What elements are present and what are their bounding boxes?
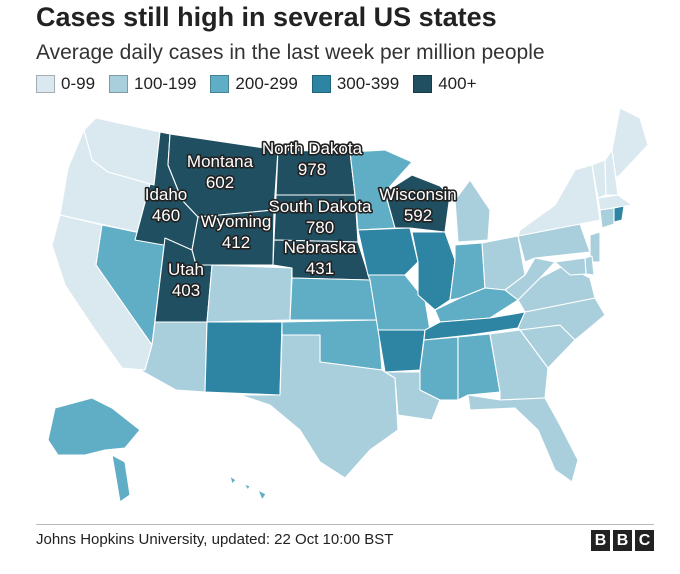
state-WY bbox=[191, 209, 275, 266]
legend-swatch-1 bbox=[109, 75, 129, 93]
footer-divider bbox=[36, 524, 654, 525]
chart-title: Cases still high in several US states bbox=[36, 2, 497, 32]
state-RI bbox=[613, 205, 625, 223]
state-TX bbox=[239, 334, 399, 479]
label-idaho-name: Idaho bbox=[145, 185, 188, 204]
legend-swatch-0 bbox=[36, 75, 55, 93]
label-north-dakota-name: North Dakota bbox=[262, 139, 363, 158]
state-AK bbox=[47, 397, 141, 503]
label-idaho-value: 460 bbox=[152, 206, 180, 225]
label-south-dakota-name: South Dakota bbox=[268, 197, 372, 216]
state-NC bbox=[517, 297, 606, 341]
bbc-logo: B B C bbox=[588, 530, 654, 551]
legend-label-2: 200-299 bbox=[235, 74, 298, 93]
legend-label-1: 100-199 bbox=[134, 74, 197, 93]
legend-item-1: 100-199 bbox=[109, 74, 196, 94]
state-MD bbox=[554, 257, 587, 276]
legend-item-0: 0-99 bbox=[36, 74, 95, 94]
bbc-logo-letter-c: C bbox=[635, 530, 654, 551]
state-NY bbox=[517, 164, 601, 237]
state-WI bbox=[384, 174, 451, 233]
chart-subtitle: Average daily cases in the last week per… bbox=[36, 41, 545, 64]
state-IA bbox=[357, 227, 419, 276]
state-NJ bbox=[589, 231, 601, 263]
bbc-logo-letter-b1: B bbox=[591, 530, 610, 551]
source-note: Johns Hopkins University, updated: 22 Oc… bbox=[36, 531, 394, 548]
label-utah-name: Utah bbox=[168, 260, 204, 279]
legend-label-0: 0-99 bbox=[61, 74, 96, 93]
label-montana-value: 602 bbox=[206, 173, 234, 192]
state-FL bbox=[467, 394, 579, 483]
label-wyoming-name: Wyoming bbox=[201, 212, 272, 231]
state-MS bbox=[419, 336, 459, 401]
state-ME bbox=[611, 107, 649, 179]
state-CO bbox=[206, 264, 293, 323]
bbc-logo-letter-b2: B bbox=[613, 530, 632, 551]
legend-swatch-2 bbox=[210, 75, 230, 93]
legend-label-3: 300-399 bbox=[336, 74, 400, 93]
label-montana-name: Montana bbox=[187, 152, 254, 171]
label-wisconsin-name: Wisconsin bbox=[379, 185, 456, 204]
state-HI bbox=[229, 475, 267, 501]
legend: 0-99 100-199 200-299 300-399 400+ bbox=[36, 74, 491, 94]
label-wyoming-value: 412 bbox=[222, 233, 250, 252]
legend-item-4: 400+ bbox=[413, 74, 477, 94]
legend-item-3: 300-399 bbox=[311, 74, 400, 94]
legend-swatch-3 bbox=[311, 75, 331, 93]
state-AR bbox=[377, 329, 426, 373]
state-IL bbox=[411, 231, 456, 311]
us-map: Montana 602 North Dakota 978 Idaho 460 S… bbox=[47, 107, 649, 503]
label-nebraska-value: 431 bbox=[306, 259, 334, 278]
label-north-dakota-value: 978 bbox=[298, 160, 326, 179]
label-wisconsin-value: 592 bbox=[404, 206, 432, 225]
state-AL bbox=[457, 333, 501, 401]
state-MI bbox=[454, 179, 491, 243]
state-KS bbox=[289, 277, 379, 321]
legend-label-4: 400+ bbox=[438, 74, 477, 93]
state-NM bbox=[204, 321, 283, 396]
legend-swatch-4 bbox=[413, 75, 433, 93]
legend-item-2: 200-299 bbox=[210, 74, 298, 94]
label-nebraska-name: Nebraska bbox=[284, 238, 357, 257]
label-utah-value: 403 bbox=[172, 281, 200, 300]
label-south-dakota-value: 780 bbox=[306, 218, 334, 237]
state-CT bbox=[599, 207, 615, 229]
